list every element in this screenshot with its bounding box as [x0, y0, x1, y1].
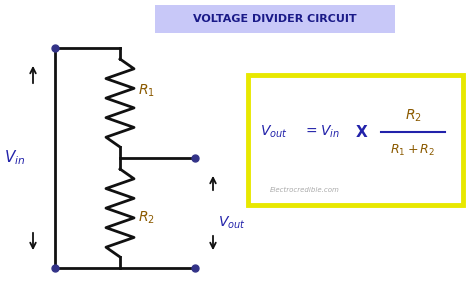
Text: $V_{in}$: $V_{in}$: [4, 149, 26, 167]
Text: $= V_{in}$: $= V_{in}$: [303, 124, 340, 140]
Text: $R_2$: $R_2$: [138, 210, 155, 226]
Text: $R_1 + R_2$: $R_1 + R_2$: [391, 142, 436, 158]
Text: $R_1$: $R_1$: [138, 83, 155, 99]
Text: Electrocredible.com: Electrocredible.com: [270, 187, 340, 193]
FancyBboxPatch shape: [155, 5, 395, 33]
Text: $R_2$: $R_2$: [405, 108, 421, 124]
Text: $\mathbf{X}$: $\mathbf{X}$: [355, 124, 368, 140]
Text: $V_{out}$: $V_{out}$: [260, 124, 288, 140]
FancyBboxPatch shape: [248, 75, 463, 205]
Text: $V_{out}$: $V_{out}$: [218, 215, 246, 231]
Text: VOLTAGE DIVIDER CIRCUIT: VOLTAGE DIVIDER CIRCUIT: [193, 14, 357, 24]
